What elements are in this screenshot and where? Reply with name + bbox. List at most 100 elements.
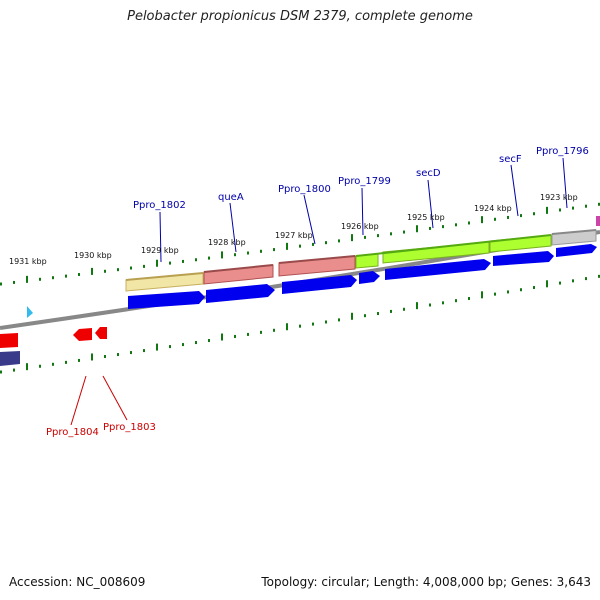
scale-tick: [481, 216, 483, 224]
scale-tick: [26, 275, 28, 283]
cds-arrow-queA: [206, 284, 275, 303]
scale-tick: [390, 309, 392, 313]
scale-tick: [117, 353, 119, 357]
scale-tick: [182, 259, 184, 263]
scale-tick: [0, 370, 2, 374]
scale-tick: [13, 368, 15, 372]
scale-tick: [0, 282, 2, 286]
gene-label-top[interactable]: Ppro_1802: [133, 200, 186, 211]
gene-label-top[interactable]: queA: [218, 192, 244, 203]
scale-tick: [104, 355, 106, 359]
scale-tick: [247, 332, 249, 336]
scale-label: 1930 kbp: [74, 251, 112, 260]
scale-tick: [273, 328, 275, 332]
scale-label: 1928 kbp: [208, 238, 246, 247]
scale-tick: [468, 296, 470, 300]
scale-tick: [143, 349, 145, 353]
scale-tick: [182, 343, 184, 347]
scale-label: 1931 kbp: [9, 257, 47, 266]
scale-label: 1923 kbp: [540, 193, 578, 202]
scale-label: 1927 kbp: [275, 231, 313, 240]
scale-tick: [65, 360, 67, 364]
scale-tick: [429, 226, 431, 230]
scale-tick: [325, 241, 327, 245]
scale-tick: [325, 320, 327, 324]
scale-tick: [507, 290, 509, 294]
scale-tick: [52, 276, 54, 280]
scale-tick: [572, 206, 574, 210]
scale-label: 1924 kbp: [474, 204, 512, 213]
scale-tick: [260, 330, 262, 334]
cds-arrows: [128, 244, 597, 309]
scale-tick: [364, 235, 366, 239]
scale-tick: [221, 251, 223, 259]
scale-tick: [533, 212, 535, 216]
minus-strand-genes: [0, 306, 107, 366]
scale-tick: [156, 343, 158, 351]
scale-label: 1926 kbp: [341, 222, 379, 231]
scale-tick: [208, 256, 210, 260]
scale-tick: [286, 323, 288, 331]
scale-label: 1925 kbp: [407, 213, 445, 222]
scale-tick: [364, 314, 366, 318]
scale-tick: [390, 232, 392, 236]
scale-tick: [585, 277, 587, 281]
scale-tick: [585, 204, 587, 208]
scale-tick: [403, 230, 405, 234]
scale-tick: [169, 261, 171, 265]
gene-label-top[interactable]: Ppro_1800: [278, 184, 331, 195]
cds-arrow-Ppro_1799: [359, 271, 380, 284]
scale-tick: [299, 324, 301, 328]
gene-Ppro_1803: [95, 327, 107, 339]
scale-tick: [377, 312, 379, 316]
scale-tick: [559, 208, 561, 212]
scale-tick: [403, 307, 405, 311]
scale-tick: [65, 274, 67, 278]
scale-tick: [91, 353, 93, 361]
scale-tick: [338, 318, 340, 322]
accession-text: Accession: NC_008609: [9, 575, 146, 589]
scale-tick: [546, 280, 548, 288]
scale-tick: [416, 302, 418, 310]
scale-tick: [351, 312, 353, 320]
gene-label-top[interactable]: secD: [416, 168, 441, 179]
scale-tick: [338, 239, 340, 243]
scale-tick: [429, 303, 431, 307]
scale-tick: [312, 242, 314, 246]
cds-arrow-Ppro_1796: [556, 244, 597, 257]
gene-label-top[interactable]: secF: [499, 154, 522, 165]
scale-tick: [572, 279, 574, 283]
scale-tick: [52, 362, 54, 366]
scale-tick: [455, 223, 457, 227]
scale-tick: [442, 225, 444, 229]
scale-tick: [13, 280, 15, 284]
scale-tick: [520, 288, 522, 292]
gene-red-left: [0, 333, 18, 348]
scale-tick: [598, 274, 600, 278]
scale-tick: [117, 268, 119, 272]
scale-tick: [494, 217, 496, 221]
cds-arrow-Ppro_1802: [128, 291, 205, 309]
scale-tick: [377, 234, 379, 238]
scale-tick: [442, 301, 444, 305]
gene-label-bottom[interactable]: Ppro_1803: [103, 422, 156, 433]
scale-tick: [416, 225, 418, 233]
inner-scale-ticks: [0, 274, 600, 374]
scale-tick: [221, 333, 223, 341]
scale-tick: [104, 269, 106, 273]
scale-tick: [130, 266, 132, 270]
scale-tick: [260, 249, 262, 253]
scale-tick: [299, 244, 301, 248]
scale-tick: [546, 206, 548, 214]
gene-label-bottom[interactable]: Ppro_1804: [46, 427, 99, 438]
feature-strip: [125, 216, 600, 292]
scale-tick: [312, 322, 314, 326]
scale-tick: [39, 277, 41, 281]
gene-label-top[interactable]: Ppro_1799: [338, 176, 391, 187]
scale-tick: [143, 264, 145, 268]
gene-Ppro_1804: [73, 328, 92, 341]
scale-tick: [351, 234, 353, 242]
gene-label-top[interactable]: Ppro_1796: [536, 146, 589, 157]
scale-tick: [156, 259, 158, 267]
